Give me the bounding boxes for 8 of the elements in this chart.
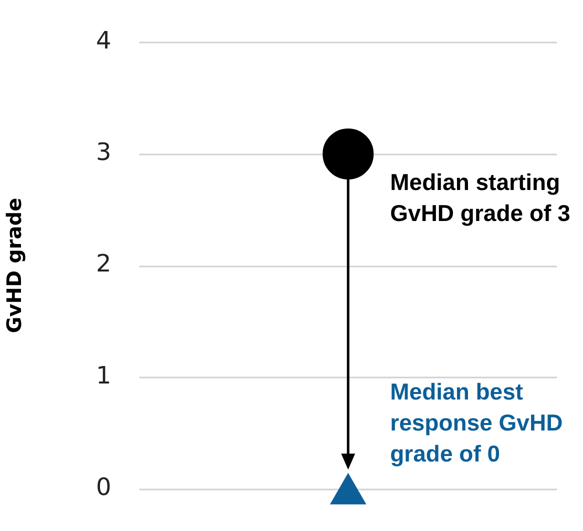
y-tick-label: 2	[96, 250, 112, 278]
annotation: Median best response GvHD grade of 0	[390, 378, 563, 466]
y-tick-label: 3	[96, 138, 112, 166]
y-tick-label: 0	[96, 472, 112, 501]
y-tick-label: 4	[96, 26, 112, 55]
annotation: Median starting GvHD grade of 3	[390, 168, 570, 226]
y-axis-title: GvHD grade	[2, 198, 26, 334]
y-tick-label: 1	[96, 361, 112, 390]
